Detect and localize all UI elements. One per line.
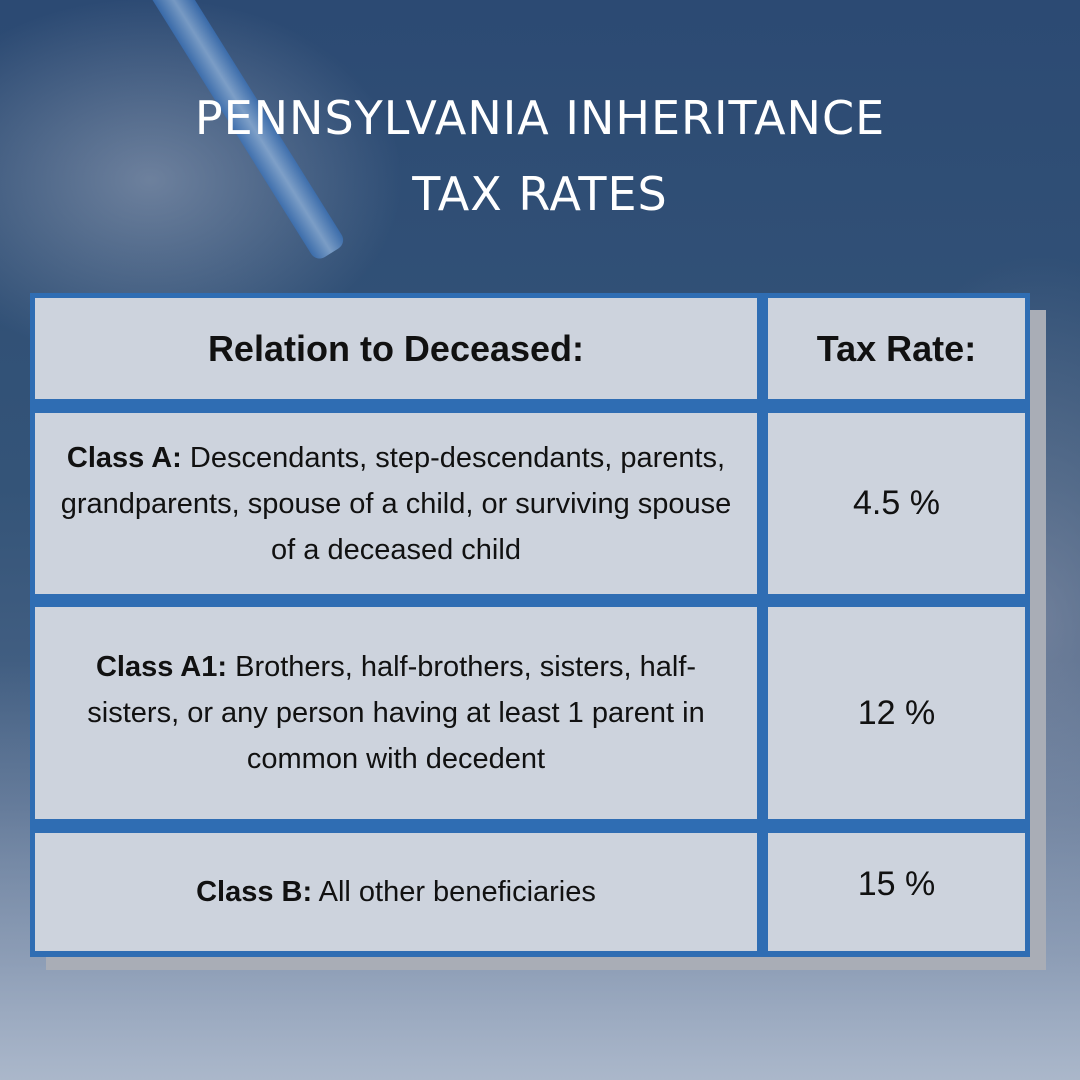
class-label: Class A: xyxy=(66,441,182,474)
class-description: Brothers, half-brothers, sisters, half-s… xyxy=(87,651,705,775)
row-text: Class B: All other beneficiaries xyxy=(196,869,596,915)
table-row-class-b-rate: 15 % xyxy=(768,833,1025,951)
header-relation: Relation to Deceased: xyxy=(35,298,757,399)
table-row-class-a1-rate: 12 % xyxy=(768,607,1025,819)
table-row-class-a1-relation: Class A1: Brothers, half-brothers, siste… xyxy=(35,607,757,819)
row-text: Class A: Descendants, step-descendants, … xyxy=(55,435,737,573)
page-title: PENNSYLVANIA INHERITANCE TAX RATES xyxy=(194,91,886,221)
table-row-class-a-relation: Class A: Descendants, step-descendants, … xyxy=(35,413,757,594)
class-label: Class A1: xyxy=(95,651,228,683)
table-row-class-a-rate: 4.5 % xyxy=(768,413,1025,594)
header-tax-rate: Tax Rate: xyxy=(768,298,1025,399)
table-row-class-b-relation: Class B: All other beneficiaries xyxy=(35,833,757,951)
class-label: Class B: xyxy=(196,876,313,908)
row-text: Class A1: Brothers, half-brothers, siste… xyxy=(55,644,737,782)
class-description: All other beneficiaries xyxy=(312,876,596,908)
tax-rate-table: Relation to Deceased: Tax Rate: Class A:… xyxy=(30,293,1030,957)
class-description: Descendants, step-descendants, parents, … xyxy=(60,441,732,566)
